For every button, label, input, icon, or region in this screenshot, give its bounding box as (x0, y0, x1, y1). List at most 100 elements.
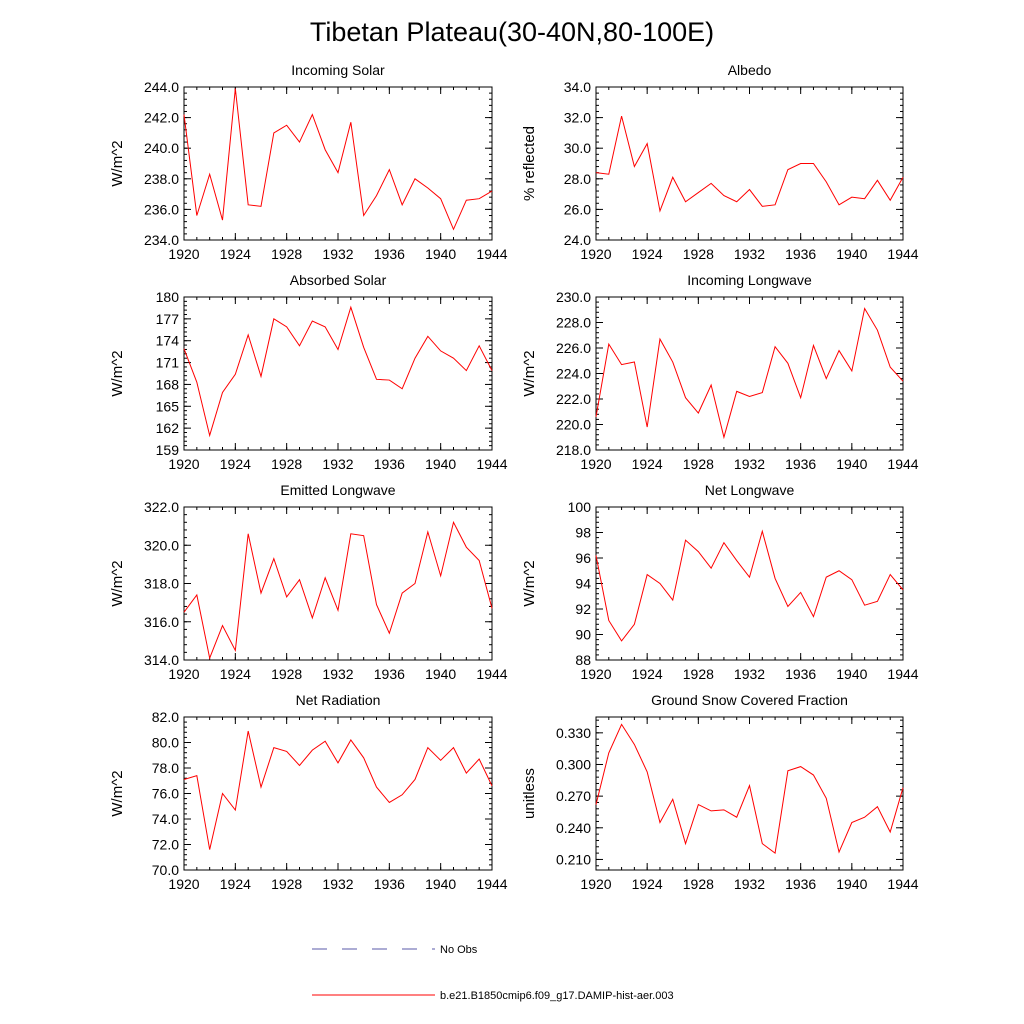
ground-snow-covered-fraction-xtick-label: 1936 (785, 876, 816, 892)
albedo-ytick-label: 24.0 (564, 232, 591, 248)
net-longwave-xtick-label: 1920 (580, 666, 611, 682)
ground-snow-covered-fraction-frame (595, 716, 904, 871)
albedo-ytick-label: 34.0 (564, 79, 591, 95)
incoming-longwave-ylabel: W/m^2 (521, 350, 538, 396)
net-radiation-ytick-label: 72.0 (152, 837, 179, 853)
incoming-longwave-ytick-label: 230.0 (556, 289, 591, 305)
emitted-longwave-xtick-label: 1936 (374, 666, 405, 682)
net-longwave-ytick-label: 98 (575, 525, 591, 541)
emitted-longwave-xtick-label: 1924 (220, 666, 251, 682)
incoming-longwave-series-line (595, 307, 904, 440)
panel-ground-snow-covered-fraction: Ground Snow Covered Fraction unitless 1920… (521, 692, 919, 892)
absorbed-solar-xtick-label: 1924 (220, 456, 251, 472)
albedo-xtick-label: 1936 (785, 246, 816, 262)
ground-snow-covered-fraction-ytick-label: 0.240 (556, 820, 591, 836)
incoming-solar-series-line (183, 88, 493, 231)
absorbed-solar-xtick-label: 1944 (476, 456, 507, 472)
net-radiation-xtick-label: 1936 (374, 876, 405, 892)
absorbed-solar-xtick-label: 1940 (425, 456, 456, 472)
absorbed-solar-ytick-label: 174 (156, 333, 180, 349)
albedo-ytick-label: 30.0 (564, 140, 591, 156)
incoming-solar-xtick-label: 1928 (271, 246, 302, 262)
incoming-longwave-ytick-label: 220.0 (556, 417, 591, 433)
net-radiation-xtick-label: 1932 (322, 876, 353, 892)
main-title: Tibetan Plateau(30-40N,80-100E) (310, 17, 714, 47)
albedo-ytick-label: 26.0 (564, 201, 591, 217)
incoming-solar-xtick-label: 1940 (425, 246, 456, 262)
ground-snow-covered-fraction-xtick-label: 1928 (683, 876, 714, 892)
ground-snow-covered-fraction-title: Ground Snow Covered Fraction (651, 692, 848, 708)
net-longwave-ytick-label: 94 (575, 576, 591, 592)
albedo-title: Albedo (728, 62, 772, 78)
net-longwave-ytick-label: 92 (575, 601, 591, 617)
albedo-series-line (595, 115, 904, 213)
incoming-solar-xtick-label: 1944 (476, 246, 507, 262)
emitted-longwave-ytick-label: 316.0 (144, 614, 179, 630)
panel-incoming-longwave: Incoming Longwave W/m^2 1920 1924 1928 1932 19… (521, 272, 919, 472)
absorbed-solar-ytick-label: 177 (156, 311, 180, 327)
albedo-xtick-label: 1944 (887, 246, 918, 262)
absorbed-solar-ytick-label: 162 (156, 420, 180, 436)
incoming-solar-xtick-label: 1920 (168, 246, 199, 262)
incoming-longwave-xtick-label: 1924 (632, 456, 663, 472)
albedo-ylabel: % reflected (521, 126, 538, 201)
emitted-longwave-frame (183, 506, 493, 661)
net-longwave-xtick-label: 1936 (785, 666, 816, 682)
net-longwave-xtick-label: 1932 (734, 666, 765, 682)
legend-model-label: b.e21.B1850cmip6.f09_g17.DAMIP-hist-aer.… (440, 990, 674, 1002)
net-radiation-frame (183, 716, 493, 871)
panel-net-radiation: Net Radiation W/m^2 1920 1924 1928 1932 1936 19… (109, 692, 508, 892)
absorbed-solar-ytick-label: 180 (156, 289, 180, 305)
albedo-ytick-label: 32.0 (564, 110, 591, 126)
incoming-longwave-ytick-label: 218.0 (556, 442, 591, 458)
net-radiation-series-line (183, 730, 493, 850)
incoming-longwave-xtick-label: 1928 (683, 456, 714, 472)
net-longwave-xtick-label: 1928 (683, 666, 714, 682)
net-radiation-xtick-label: 1944 (476, 876, 507, 892)
incoming-longwave-xtick-label: 1932 (734, 456, 765, 472)
net-longwave-series-line (595, 529, 904, 642)
absorbed-solar-ytick-label: 171 (156, 355, 180, 371)
net-longwave-ytick-label: 90 (575, 627, 591, 643)
net-radiation-xtick-label: 1940 (425, 876, 456, 892)
incoming-solar-xtick-label: 1924 (220, 246, 251, 262)
emitted-longwave-xtick-label: 1928 (271, 666, 302, 682)
legend: No Obs b.e21.B1850cmip6.f09_g17.DAMIP-hi… (312, 944, 674, 1002)
incoming-solar-ytick-label: 240.0 (144, 140, 179, 156)
incoming-solar-ytick-label: 242.0 (144, 110, 179, 126)
incoming-solar-ylabel: W/m^2 (109, 140, 126, 186)
absorbed-solar-xtick-label: 1936 (374, 456, 405, 472)
ground-snow-covered-fraction-ytick-label: 0.270 (556, 788, 591, 804)
net-longwave-xtick-label: 1944 (887, 666, 918, 682)
ground-snow-covered-fraction-ytick-label: 0.210 (556, 851, 591, 867)
emitted-longwave-title: Emitted Longwave (280, 482, 395, 498)
ground-snow-covered-fraction-xtick-label: 1924 (632, 876, 663, 892)
absorbed-solar-xtick-label: 1920 (168, 456, 199, 472)
net-longwave-xtick-label: 1924 (632, 666, 663, 682)
emitted-longwave-xtick-label: 1940 (425, 666, 456, 682)
emitted-longwave-ytick-label: 320.0 (144, 537, 179, 553)
incoming-solar-xtick-label: 1936 (374, 246, 405, 262)
net-longwave-frame (595, 506, 904, 661)
net-radiation-xtick-label: 1928 (271, 876, 302, 892)
incoming-solar-frame (183, 86, 493, 241)
ground-snow-covered-fraction-xtick-label: 1944 (887, 876, 918, 892)
absorbed-solar-frame (183, 296, 493, 451)
incoming-longwave-xtick-label: 1936 (785, 456, 816, 472)
net-longwave-xtick-label: 1940 (836, 666, 867, 682)
panels: Incoming Solar W/m^2 1920 1924 1928 1932 1936 1… (109, 62, 919, 892)
net-longwave-ylabel: W/m^2 (521, 560, 538, 606)
net-radiation-ytick-label: 82.0 (152, 709, 179, 725)
albedo-ytick-label: 28.0 (564, 171, 591, 187)
incoming-solar-ytick-label: 244.0 (144, 79, 179, 95)
panel-emitted-longwave: Emitted Longwave W/m^2 1920 1924 1928 1932 193… (109, 482, 508, 682)
incoming-longwave-xtick-label: 1940 (836, 456, 867, 472)
net-radiation-ytick-label: 78.0 (152, 760, 179, 776)
net-longwave-ytick-label: 100 (568, 499, 592, 515)
absorbed-solar-title: Absorbed Solar (290, 272, 387, 288)
incoming-longwave-title: Incoming Longwave (687, 272, 812, 288)
albedo-xtick-label: 1928 (683, 246, 714, 262)
incoming-longwave-ytick-label: 226.0 (556, 340, 591, 356)
